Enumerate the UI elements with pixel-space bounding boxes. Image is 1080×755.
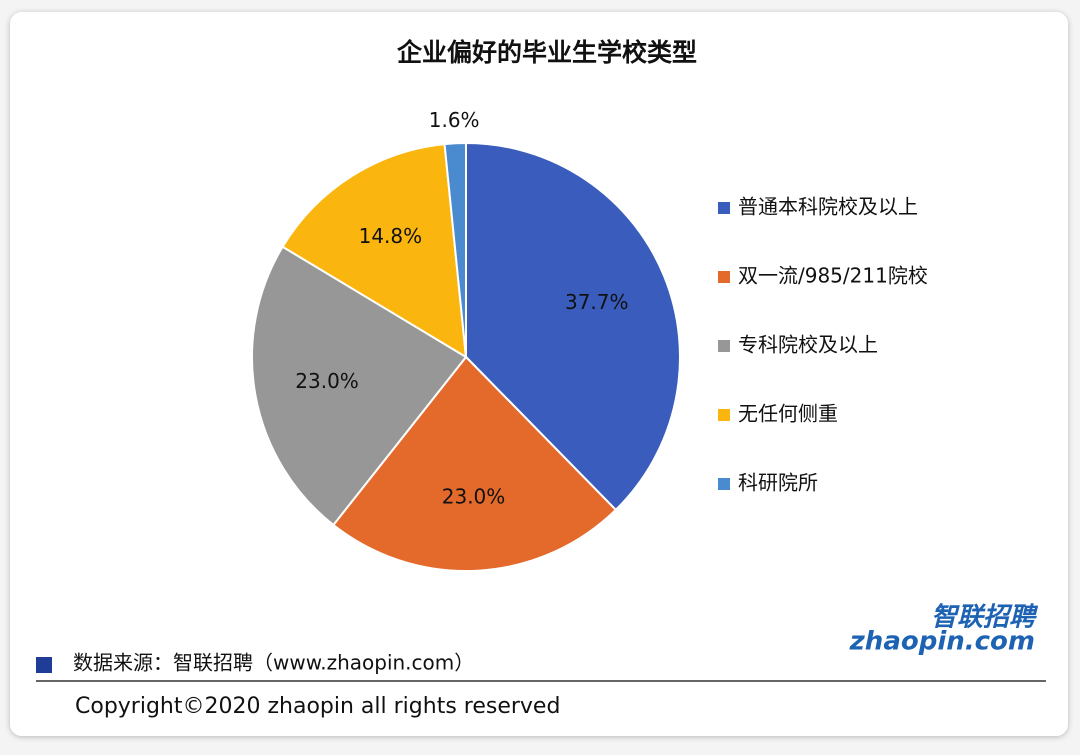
data-label: 23.0% [442,485,506,509]
chart-title: 企业偏好的毕业生学校类型 [397,38,697,67]
logo-en: zhaopin.com [849,627,1035,657]
legend-label: 无任何侧重 [738,402,838,426]
data-label: 23.0% [295,369,359,393]
logo-cn: 智联招聘 [931,603,1039,633]
legend-label: 专科院校及以上 [738,333,878,357]
legend-label: 双一流/985/211院校 [738,264,928,288]
legend-label: 科研院所 [738,471,818,495]
legend-swatch [718,478,730,490]
pie-slice [281,142,468,359]
data-label: 1.6% [429,108,480,132]
legend-swatch [718,409,730,421]
source-icon [36,657,52,673]
pie-slice [443,141,467,358]
pie: 37.7% 23.0% 23.0% 14.8% 1.6% [251,108,681,572]
legend-swatch [718,340,730,352]
data-label: 37.7% [565,290,629,314]
pie-slice [331,355,618,572]
source: 数据来源：智联招聘（www.zhaopin.com） [73,651,474,675]
copyright: Copyright©2020 zhaopin all rights reserv… [75,694,560,719]
data-label: 14.8% [359,224,423,248]
legend-swatch [718,271,730,283]
pie-slice [251,245,468,527]
pie-slice [465,141,681,512]
legend-label: 普通本科院校及以上 [738,195,918,219]
legend-swatch [718,202,730,214]
